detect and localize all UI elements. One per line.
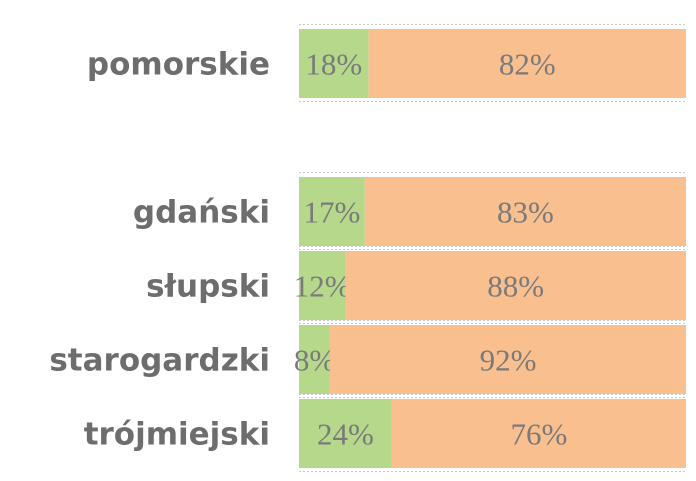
category-label: gdański [133,195,270,231]
bar-segment-2 [329,325,686,394]
category-label: trójmiejski [84,417,270,453]
data-label: 8% [294,343,335,378]
bar-segment-2 [391,399,686,468]
data-label: 12% [294,269,351,304]
data-label: 18% [305,47,362,82]
data-label: 24% [317,417,374,452]
category-label: starogardzki [49,343,270,379]
data-label: 83% [497,195,554,230]
data-label: 88% [487,269,544,304]
data-label: 82% [499,47,556,82]
bar-segment-1 [299,399,392,468]
category-label: słupski [146,269,270,305]
bar-segment-1 [299,177,365,246]
data-label: 76% [511,417,568,452]
data-label: 17% [303,195,360,230]
bar-segment-1 [299,325,330,394]
bar-segment-1 [299,29,369,98]
bar-segment-2 [368,29,686,98]
bar-segment-2 [345,251,686,320]
data-label: 92% [480,343,537,378]
bar-segment-1 [299,251,346,320]
category-label: pomorskie [87,47,270,83]
bar-segment-2 [364,177,686,246]
